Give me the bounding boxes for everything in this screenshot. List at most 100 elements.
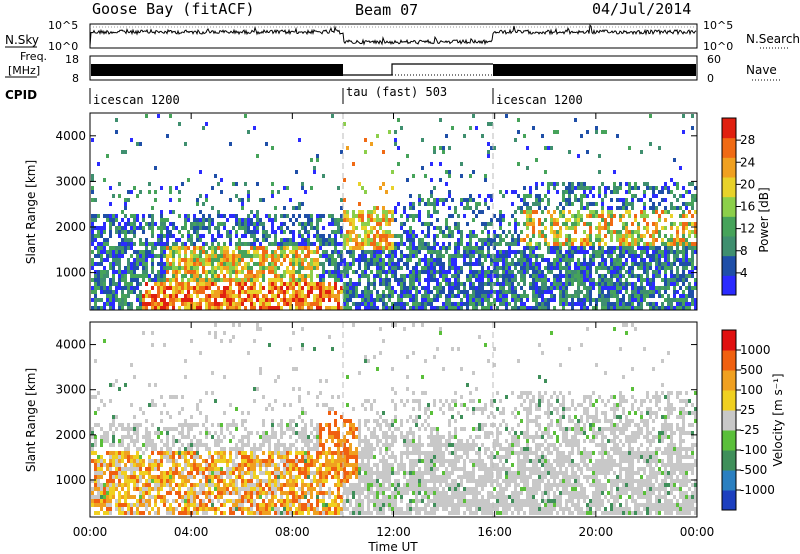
- heatmap-cell: [421, 286, 424, 290]
- heatmap-cell: [493, 290, 496, 294]
- heatmap-cell: [166, 435, 169, 439]
- heatmap-cell: [187, 435, 190, 439]
- heatmap-cell: [322, 270, 325, 274]
- heatmap-cell: [331, 230, 334, 234]
- heatmap-cell: [94, 302, 97, 306]
- heatmap-cell: [289, 294, 292, 298]
- heatmap-cell: [106, 439, 109, 443]
- heatmap-cell: [262, 487, 265, 491]
- heatmap-cell: [586, 194, 589, 198]
- heatmap-cell: [571, 222, 574, 226]
- heatmap-cell: [118, 262, 121, 266]
- heatmap-cell: [412, 302, 415, 306]
- heatmap-cell: [199, 210, 202, 214]
- heatmap-cell: [154, 166, 157, 170]
- heatmap-cell: [196, 254, 199, 258]
- heatmap-cell: [271, 250, 274, 254]
- heatmap-cell: [298, 222, 301, 226]
- heatmap-cell: [556, 266, 559, 270]
- heatmap-cell: [439, 282, 442, 286]
- heatmap-cell: [649, 198, 652, 202]
- heatmap-cell: [610, 262, 613, 266]
- heatmap-cell: [451, 126, 454, 130]
- heatmap-cell: [544, 218, 547, 222]
- heatmap-cell: [214, 258, 217, 262]
- heatmap-cell: [571, 190, 574, 194]
- heatmap-cell: [502, 266, 505, 270]
- heatmap-cell: [289, 274, 292, 278]
- heatmap-cell: [106, 286, 109, 290]
- heatmap-cell: [676, 182, 679, 186]
- heatmap-cell: [238, 495, 241, 499]
- heatmap-cell: [205, 479, 208, 483]
- heatmap-cell: [259, 254, 262, 258]
- heatmap-cell: [586, 222, 589, 226]
- heatmap-cell: [580, 218, 583, 222]
- heatmap-cell: [505, 270, 508, 274]
- heatmap-cell: [262, 423, 265, 427]
- heatmap-cell: [670, 242, 673, 246]
- heatmap-cell: [211, 302, 214, 306]
- heatmap-cell: [400, 298, 403, 302]
- heatmap-cell: [478, 286, 481, 290]
- heatmap-cell: [349, 262, 352, 266]
- heatmap-cell: [253, 487, 256, 491]
- heatmap-cell: [313, 294, 316, 298]
- heatmap-cell: [175, 451, 178, 455]
- heatmap-cell: [214, 467, 217, 471]
- heatmap-cell: [280, 222, 283, 226]
- heatmap-cell: [151, 218, 154, 222]
- heatmap-cell: [184, 475, 187, 479]
- heatmap-cell: [151, 479, 154, 483]
- heatmap-cell: [163, 403, 166, 407]
- heatmap-cell: [160, 395, 163, 399]
- heatmap-cell: [109, 507, 112, 511]
- heatmap-cell: [184, 483, 187, 487]
- heatmap-cell: [211, 234, 214, 238]
- heatmap-cell: [598, 170, 601, 174]
- heatmap-cell: [559, 246, 562, 250]
- heatmap-cell: [370, 282, 373, 286]
- heatmap-cell: [295, 306, 298, 310]
- heatmap-cell: [514, 302, 517, 306]
- heatmap-cell: [112, 463, 115, 467]
- heatmap-cell: [367, 290, 370, 294]
- heatmap-cell: [559, 270, 562, 274]
- heatmap-cell: [331, 294, 334, 298]
- heatmap-cell: [625, 306, 628, 310]
- heatmap-cell: [346, 146, 349, 150]
- heatmap-cell: [139, 294, 142, 298]
- heatmap-cell: [562, 214, 565, 218]
- heatmap-cell: [511, 274, 514, 278]
- heatmap-cell: [190, 415, 193, 419]
- heatmap-cell: [628, 214, 631, 218]
- heatmap-cell: [457, 246, 460, 250]
- heatmap-cell: [652, 306, 655, 310]
- heatmap-cell: [316, 158, 319, 162]
- heatmap-cell: [121, 487, 124, 491]
- heatmap-cell: [163, 483, 166, 487]
- heatmap-cell: [106, 294, 109, 298]
- heatmap-cell: [664, 254, 667, 258]
- heatmap-cell: [433, 234, 436, 238]
- heatmap-cell: [334, 298, 337, 302]
- heatmap-cell: [157, 226, 160, 230]
- heatmap-cell: [181, 298, 184, 302]
- heatmap-cell: [676, 246, 679, 250]
- heatmap-cell: [115, 298, 118, 302]
- heatmap-cell: [241, 419, 244, 423]
- heatmap-cell: [310, 258, 313, 262]
- heatmap-cell: [634, 182, 637, 186]
- heatmap-cell: [448, 270, 451, 274]
- heatmap-cell: [130, 467, 133, 471]
- heatmap-cell: [193, 254, 196, 258]
- heatmap-cell: [604, 226, 607, 230]
- heatmap-cell: [565, 266, 568, 270]
- heatmap-cell: [391, 258, 394, 262]
- heatmap-cell: [241, 455, 244, 459]
- heatmap-cell: [97, 254, 100, 258]
- heatmap-cell: [460, 162, 463, 166]
- heatmap-cell: [655, 210, 658, 214]
- heatmap-cell: [154, 499, 157, 503]
- heatmap-cell: [481, 306, 484, 310]
